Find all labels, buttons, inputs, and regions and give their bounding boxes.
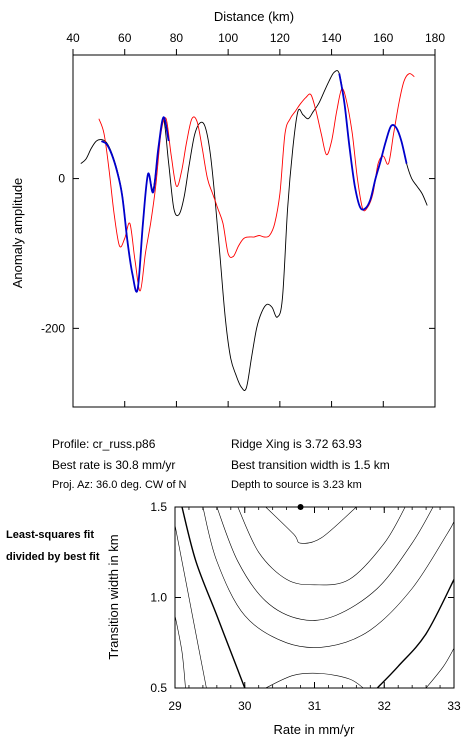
top-x-tick-label: 160 [373,31,393,45]
best-width-text: Best transition width is 1.5 km [231,458,390,472]
bottom-y-ticks: 0.5 1.0 1.5 [150,500,454,695]
projection-azimuth-text: Proj. Az: 36.0 deg. CW of N [52,479,187,491]
top-x-tick-label: 120 [270,31,290,45]
bottom-y-tick-label: 1.0 [150,591,167,605]
contour-line [425,648,455,689]
side-label: Least-squares fit divided by best fit [6,529,100,563]
contour-line [376,579,455,689]
top-plot-frame [72,54,436,408]
top-x-ticks: 40 60 80 100 120 140 160 180 [66,31,445,407]
top-x-tick-label: 100 [218,31,238,45]
top-series-group [80,70,428,391]
bottom-x-tick-label: 30 [238,699,252,713]
series-line-black [80,70,428,391]
bottom-y-tick-label: 0.5 [150,681,167,695]
top-x-tick-label: 180 [425,31,445,45]
top-x-tick-label: 140 [322,31,342,45]
contour-line [265,672,364,689]
contour-line [216,506,434,621]
contour-group [174,504,455,689]
bottom-x-ticks: 29 30 31 32 33 [168,507,461,713]
top-y-tick-label: -200 [41,321,65,335]
bottom-y-tick-label: 1.5 [150,500,167,514]
contour-line [237,506,406,586]
top-x-tick-label: 60 [118,31,132,45]
best-fit-marker [297,504,304,510]
bottom-x-tick-label: 31 [308,699,322,713]
top-y-tick-label: 0 [58,172,65,186]
bottom-x-tick-label: 32 [378,699,392,713]
series-line-red [98,73,415,292]
top-x-tick-label: 40 [66,31,80,45]
contour-line [202,506,455,648]
bottom-y-axis-title: Transition width in km [106,534,121,659]
contour-line [181,506,246,689]
top-y-ticks: 0 -200 [41,172,435,335]
best-rate-text: Best rate is 30.8 mm/yr [52,458,176,472]
contour-line [174,525,207,689]
bottom-plot-frame [174,506,455,689]
bottom-x-axis-title: Rate in mm/yr [274,722,356,737]
top-x-axis-title: Distance (km) [214,9,294,24]
series-line-blue [100,116,170,293]
bottom-x-tick-label: 33 [447,699,461,713]
contour-line [174,615,186,689]
bottom-x-tick-label: 29 [168,699,182,713]
depth-to-source-text: Depth to source is 3.23 km [231,479,362,491]
profile-text: Profile: cr_russ.p86 [52,437,156,451]
top-x-tick-label: 80 [170,31,184,45]
ridge-crossing-text: Ridge Xing is 3.72 63.93 [231,437,362,451]
series-line-blue [338,73,408,211]
contour-line [265,506,357,544]
top-y-axis-title: Anomaly amplitude [10,178,25,289]
